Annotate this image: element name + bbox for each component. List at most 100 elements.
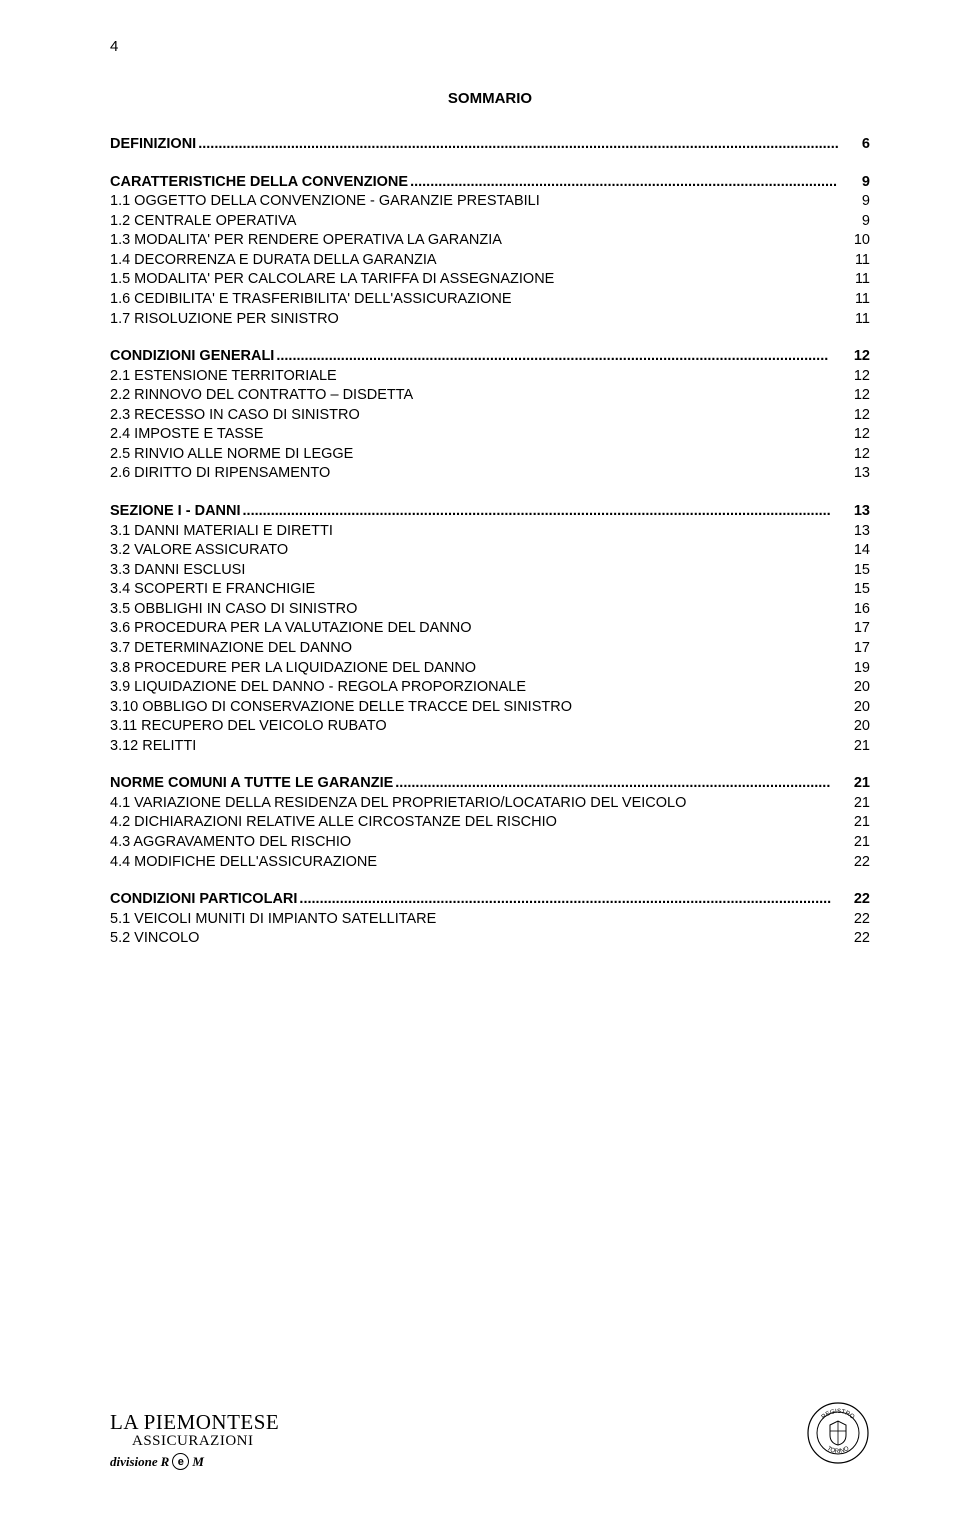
toc-page-number: 11 xyxy=(840,251,870,271)
toc-item-row: 1.5 MODALITA' PER CALCOLARE LA TARIFFA D… xyxy=(110,270,870,290)
toc-label: 2.4 IMPOSTE E TASSE xyxy=(110,425,840,445)
toc-item-row: 1.7 RISOLUZIONE PER SINISTRO 11 xyxy=(110,310,870,330)
toc-label-text: 3.8 PROCEDURE PER LA LIQUIDAZIONE DEL DA… xyxy=(110,660,478,676)
toc-page-number: 13 xyxy=(840,464,870,484)
toc-label: 5.1 VEICOLI MUNITI DI IMPIANTO SATELLITA… xyxy=(110,910,840,930)
toc-heading-row: SEZIONE I - DANNI.......................… xyxy=(110,502,870,522)
toc-page-number: 13 xyxy=(840,522,870,542)
toc-page-number: 21 xyxy=(840,833,870,853)
toc-page-number: 22 xyxy=(840,929,870,949)
toc-label-text: 3.1 DANNI MATERIALI E DIRETTI xyxy=(110,523,335,539)
toc-label: DEFINIZIONI.............................… xyxy=(110,135,840,155)
registry-seal-icon: REGISTRO TORINO xyxy=(806,1401,870,1470)
toc-page-number: 11 xyxy=(840,310,870,330)
toc-label: 2.3 RECESSO IN CASO DI SINISTRO xyxy=(110,406,840,426)
page: 4 SOMMARIO DEFINIZIONI..................… xyxy=(0,0,960,1516)
toc-label: 3.11 RECUPERO DEL VEICOLO RUBATO xyxy=(110,717,840,737)
toc-label-text: 1.2 CENTRALE OPERATIVA xyxy=(110,213,298,229)
toc-label-text: 3.6 PROCEDURA PER LA VALUTAZIONE DEL DAN… xyxy=(110,620,474,636)
toc-label-text: 2.3 RECESSO IN CASO DI SINISTRO xyxy=(110,407,362,423)
toc-page-number: 21 xyxy=(840,774,870,794)
seal-top-text: REGISTRO xyxy=(820,1408,856,1421)
toc-label-text: 3.12 RELITTI xyxy=(110,738,198,754)
toc-page-number: 17 xyxy=(840,639,870,659)
toc-label: 1.6 CEDIBILITA' E TRASFERIBILITA' DELL'A… xyxy=(110,290,840,310)
toc-label: 3.4 SCOPERTI E FRANCHIGIE xyxy=(110,580,840,600)
toc-label-text: DEFINIZIONI xyxy=(110,136,198,152)
toc-label: 3.10 OBBLIGO DI CONSERVAZIONE DELLE TRAC… xyxy=(110,698,840,718)
toc-label-text: 2.2 RINNOVO DEL CONTRATTO – DISDETTA xyxy=(110,387,415,403)
toc-page-number: 12 xyxy=(840,445,870,465)
toc-label: 1.7 RISOLUZIONE PER SINISTRO xyxy=(110,310,840,330)
toc-page-number: 21 xyxy=(840,813,870,833)
toc-label: 3.2 VALORE ASSICURATO xyxy=(110,541,840,561)
toc-page-number: 19 xyxy=(840,659,870,679)
toc-page-number: 12 xyxy=(840,406,870,426)
toc-label: 3.1 DANNI MATERIALI E DIRETTI xyxy=(110,522,840,542)
toc-heading-row: NORME COMUNI A TUTTE LE GARANZIE........… xyxy=(110,774,870,794)
toc-label: 4.2 DICHIARAZIONI RELATIVE ALLE CIRCOSTA… xyxy=(110,813,840,833)
toc-label-text: 4.3 AGGRAVAMENTO DEL RISCHIO xyxy=(110,834,353,850)
table-of-contents: DEFINIZIONI.............................… xyxy=(110,135,870,949)
toc-label-text: CARATTERISTICHE DELLA CONVENZIONE xyxy=(110,174,410,190)
toc-item-row: 3.8 PROCEDURE PER LA LIQUIDAZIONE DEL DA… xyxy=(110,659,870,679)
toc-page-number: 22 xyxy=(840,853,870,873)
toc-label-text: 3.3 DANNI ESCLUSI xyxy=(110,562,247,578)
toc-item-row: 2.2 RINNOVO DEL CONTRATTO – DISDETTA12 xyxy=(110,386,870,406)
toc-page-number: 21 xyxy=(840,794,870,814)
toc-item-row: 3.2 VALORE ASSICURATO14 xyxy=(110,541,870,561)
toc-leader: ........................................… xyxy=(395,774,830,794)
section-gap xyxy=(110,329,870,347)
division-prefix: divisione xyxy=(110,1454,158,1470)
toc-page-number: 6 xyxy=(840,135,870,155)
toc-item-row: 3.4 SCOPERTI E FRANCHIGIE15 xyxy=(110,580,870,600)
toc-item-row: 2.4 IMPOSTE E TASSE12 xyxy=(110,425,870,445)
toc-label: SEZIONE I - DANNI.......................… xyxy=(110,502,840,522)
toc-page-number: 14 xyxy=(840,541,870,561)
toc-label: 3.12 RELITTI xyxy=(110,737,840,757)
page-footer: LA PIEMONTESE ASSICURAZIONI divisione R … xyxy=(110,1401,870,1470)
toc-heading-row: DEFINIZIONI.............................… xyxy=(110,135,870,155)
toc-label-text: 1.5 MODALITA' PER CALCOLARE LA TARIFFA D… xyxy=(110,271,556,287)
toc-label: 3.3 DANNI ESCLUSI xyxy=(110,561,840,581)
toc-item-row: 2.3 RECESSO IN CASO DI SINISTRO 12 xyxy=(110,406,870,426)
toc-page-number: 9 xyxy=(840,173,870,193)
svg-text:REGISTRO: REGISTRO xyxy=(820,1408,856,1421)
toc-page-number: 17 xyxy=(840,619,870,639)
toc-item-row: 2.1 ESTENSIONE TERRITORIALE12 xyxy=(110,367,870,387)
toc-label: 1.3 MODALITA' PER RENDERE OPERATIVA LA G… xyxy=(110,231,840,251)
toc-label-text: 1.3 MODALITA' PER RENDERE OPERATIVA LA G… xyxy=(110,232,504,248)
svg-text:TORINO: TORINO xyxy=(826,1445,851,1455)
toc-item-row: 3.12 RELITTI 21 xyxy=(110,737,870,757)
section-gap xyxy=(110,756,870,774)
toc-page-number: 22 xyxy=(840,910,870,930)
toc-item-row: 4.3 AGGRAVAMENTO DEL RISCHIO 21 xyxy=(110,833,870,853)
toc-label: 2.6 DIRITTO DI RIPENSAMENTO xyxy=(110,464,840,484)
toc-page-number: 21 xyxy=(840,737,870,757)
toc-item-row: 5.2 VINCOLO22 xyxy=(110,929,870,949)
section-gap xyxy=(110,872,870,890)
toc-label: CONDIZIONI GENERALI.....................… xyxy=(110,347,840,367)
toc-item-row: 4.1 VARIAZIONE DELLA RESIDENZA DEL PROPR… xyxy=(110,794,870,814)
toc-item-row: 2.5 RINVIO ALLE NORME DI LEGGE12 xyxy=(110,445,870,465)
toc-label-text: 1.6 CEDIBILITA' E TRASFERIBILITA' DELL'A… xyxy=(110,291,514,307)
toc-label-text: 1.7 RISOLUZIONE PER SINISTRO xyxy=(110,311,341,327)
toc-page-number: 12 xyxy=(840,425,870,445)
toc-page-number: 12 xyxy=(840,367,870,387)
brand-division: divisione R e M xyxy=(110,1453,279,1470)
toc-page-number: 15 xyxy=(840,561,870,581)
toc-label: 2.5 RINVIO ALLE NORME DI LEGGE xyxy=(110,445,840,465)
toc-page-number: 16 xyxy=(840,600,870,620)
toc-item-row: 1.3 MODALITA' PER RENDERE OPERATIVA LA G… xyxy=(110,231,870,251)
toc-item-row: 4.4 MODIFICHE DELL'ASSICURAZIONE22 xyxy=(110,853,870,873)
toc-page-number: 10 xyxy=(840,231,870,251)
toc-leader: ........................................… xyxy=(198,135,839,155)
toc-label: 4.1 VARIAZIONE DELLA RESIDENZA DEL PROPR… xyxy=(110,794,840,814)
toc-item-row: 1.6 CEDIBILITA' E TRASFERIBILITA' DELL'A… xyxy=(110,290,870,310)
toc-page-number: 9 xyxy=(840,192,870,212)
toc-label-text: CONDIZIONI GENERALI xyxy=(110,348,276,364)
section-gap xyxy=(110,155,870,173)
toc-page-number: 11 xyxy=(840,290,870,310)
toc-label: NORME COMUNI A TUTTE LE GARANZIE........… xyxy=(110,774,840,794)
toc-label-text: 4.2 DICHIARAZIONI RELATIVE ALLE CIRCOSTA… xyxy=(110,814,559,830)
